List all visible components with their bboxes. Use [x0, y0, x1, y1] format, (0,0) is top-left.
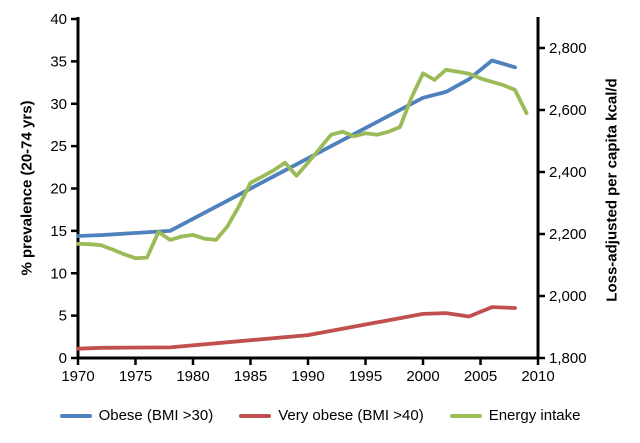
- right-y-axis-tick-label: 2,800: [549, 40, 587, 57]
- right-y-axis-tick-label: 2,000: [549, 288, 587, 305]
- x-axis-tick-label: 1990: [291, 368, 324, 385]
- series-line-obese-bmi-30: [76, 58, 517, 238]
- series-line-energy-intake: [76, 67, 529, 261]
- right-y-axis-tick-label: 2,200: [549, 226, 587, 243]
- x-axis-tick-label: 1975: [119, 368, 152, 385]
- obese-line-swatch-icon: [59, 413, 92, 418]
- legend-label-very-obese: Very obese (BMI >40): [278, 407, 424, 424]
- left-y-axis-tick-label: 5: [59, 308, 67, 325]
- very-obese-line-swatch-icon: [239, 413, 272, 418]
- legend-item-very-obese: Very obese (BMI >40): [239, 407, 424, 424]
- legend-item-obese: Obese (BMI >30): [59, 407, 214, 424]
- x-axis-tick-label: 1995: [349, 368, 382, 385]
- legend-label-obese: Obese (BMI >30): [98, 407, 214, 424]
- x-axis-tick-label: 2000: [406, 368, 439, 385]
- chart-legend: Obese (BMI >30) Very obese (BMI >40) Ene…: [0, 407, 640, 424]
- x-axis-tick-label: 2005: [464, 368, 497, 385]
- right-y-axis-tick-label: 1,800: [549, 350, 587, 367]
- energy-intake-line-swatch-icon: [449, 413, 482, 418]
- x-axis-tick-label: 1980: [176, 368, 209, 385]
- left-y-axis-tick-label: 0: [59, 350, 67, 367]
- right-y-axis-title: Loss-adjusted per capita kcal/d: [603, 78, 621, 302]
- left-y-axis-tick-label: 10: [50, 265, 67, 282]
- left-y-axis-tick-label: 20: [50, 181, 67, 198]
- right-y-axis-tick-label: 2,600: [549, 102, 587, 119]
- right-y-axis-tick-label: 2,400: [549, 164, 587, 181]
- left-y-axis-title: % prevalence (20-74 yrs): [18, 100, 36, 276]
- left-y-axis-tick-label: 40: [50, 11, 67, 28]
- left-y-axis-tick-label: 30: [50, 96, 67, 113]
- x-axis-tick-label: 1985: [234, 368, 267, 385]
- left-y-axis-tick-label: 35: [50, 53, 67, 70]
- left-y-axis-tick-label: 15: [50, 223, 67, 240]
- x-axis-tick-label: 1970: [61, 368, 94, 385]
- series-line-very-obese-bmi-40: [76, 305, 517, 351]
- left-y-axis-tick-label: 25: [50, 138, 67, 155]
- legend-label-energy-intake: Energy intake: [488, 407, 581, 424]
- chart-canvas: 0 5 10 15 20 25 30 35 40 1,800 2,000 2,200 2,400 2,60…: [50, 11, 587, 385]
- x-axis-tick-label: 2010: [521, 368, 554, 385]
- legend-item-energy-intake: Energy intake: [449, 407, 581, 424]
